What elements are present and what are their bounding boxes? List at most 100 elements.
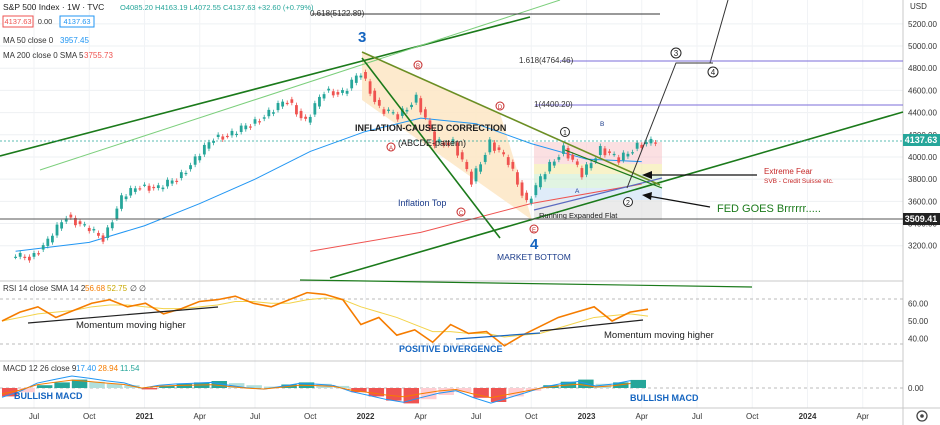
candle-body	[235, 133, 238, 136]
rsi-title: RSI 14 close SMA 14 2	[3, 284, 86, 293]
candle-body	[156, 185, 160, 189]
y-tick-label: 4000.00	[908, 153, 937, 162]
candle-body	[341, 90, 344, 93]
candle-body	[83, 224, 87, 226]
candle-body	[414, 94, 418, 103]
candle-body	[322, 94, 326, 99]
macd-bar	[19, 388, 35, 393]
macd-bar	[333, 385, 350, 388]
candle-body	[184, 172, 188, 175]
candle-body	[562, 145, 565, 154]
macd-bar	[263, 386, 280, 388]
macd-bar	[124, 385, 140, 388]
candle-body	[46, 238, 50, 246]
fib-lines	[0, 13, 903, 220]
candle-body	[442, 142, 446, 146]
fib-label-1: 1(4400.20)	[534, 100, 573, 109]
wave-circles: 1 2 3 4	[560, 47, 719, 207]
macd-bar	[211, 381, 227, 388]
candle-body	[479, 164, 483, 172]
signal-line	[1, 379, 631, 399]
candle-body	[377, 99, 381, 106]
settings-gear-icon[interactable]	[916, 410, 928, 422]
x-tick-label: Apr	[415, 412, 428, 421]
x-tick-label: 2022	[357, 412, 375, 421]
macd-line	[1, 375, 631, 404]
candle-body	[120, 195, 123, 209]
candle-body	[359, 75, 363, 78]
candle-body	[631, 152, 634, 154]
candle-body	[60, 222, 64, 229]
price-box-mid: 0.00	[38, 17, 53, 26]
candle-body	[248, 126, 252, 128]
macd-bar	[89, 381, 105, 388]
rsi-extra-1: ∅	[130, 284, 137, 293]
rsi-line	[1, 291, 649, 347]
y-axis-unit: USD	[910, 2, 927, 11]
ma50-value: 3957.45	[60, 36, 89, 45]
rsi-ma-line	[1, 297, 649, 338]
candle-body	[433, 131, 436, 146]
candle-body	[304, 116, 308, 119]
circle-3: 3	[674, 49, 679, 58]
fib-label-1618: 1.618(4764.46)	[519, 56, 574, 65]
candle-body	[419, 98, 423, 113]
macd-bar	[228, 383, 245, 388]
y-tick-label: 5000.00	[908, 42, 937, 51]
candle-body	[239, 125, 243, 133]
x-tick-label: Oct	[304, 412, 317, 421]
candle-body	[525, 192, 529, 201]
last-price-label: 4137.63	[905, 135, 938, 145]
flat-label: Running Expanded Flat	[539, 211, 618, 220]
candle-body	[557, 157, 561, 160]
candle-body	[511, 161, 515, 169]
candle-body	[396, 114, 400, 120]
candle-body	[585, 164, 588, 175]
candle-body	[147, 185, 151, 191]
macd-bar	[438, 388, 454, 395]
candle-body	[644, 142, 648, 145]
candle-body	[506, 157, 510, 165]
candle-body	[18, 252, 22, 257]
flat-b: B	[600, 121, 604, 128]
candle-body	[143, 184, 146, 186]
wedge-markers: A B C D E	[386, 60, 539, 234]
circle-1: 1	[563, 130, 567, 137]
price-label-last: 4137.63	[903, 134, 940, 146]
macd-bar	[54, 382, 70, 388]
candle-body	[621, 152, 625, 161]
candle-body	[290, 99, 294, 103]
legend-header: S&P 500 Index · 1W · TVC 4137.63 0.00 41…	[2, 2, 314, 60]
candle-body	[327, 88, 331, 91]
macd-bar	[421, 388, 437, 400]
fib-label-0618: 0.618(5122.89)	[310, 9, 365, 18]
macd-bar	[176, 383, 193, 388]
y-tick-label: 3600.00	[908, 197, 937, 206]
wave-4-label: 4	[530, 236, 539, 253]
candle-body	[37, 253, 41, 255]
macd-val-2: 28.94	[98, 364, 119, 373]
candle-body	[410, 104, 413, 108]
candle-body	[520, 182, 524, 196]
candle-body	[318, 96, 321, 107]
candle-body	[244, 125, 248, 130]
candle-body	[216, 134, 220, 137]
svb-label: SVB - Credit Suisse etc.	[764, 178, 834, 185]
candle-body	[548, 161, 552, 172]
candle-body	[299, 110, 303, 119]
macd-pane	[0, 375, 903, 404]
macd-bar	[490, 388, 507, 402]
rsi-note-right: Momentum moving higher	[604, 330, 714, 341]
ma200-value: 3755.73	[84, 51, 113, 60]
wedge-c: C	[459, 211, 464, 217]
candle-body	[594, 158, 598, 162]
inflation-top-label: Inflation Top	[398, 198, 446, 208]
candle-body	[272, 112, 275, 114]
candle-body	[654, 142, 657, 144]
candle-body	[64, 218, 68, 222]
macd-bar	[141, 388, 158, 390]
candle-body	[493, 142, 496, 151]
macd-bar	[159, 385, 175, 388]
x-tick-label: Apr	[194, 412, 207, 421]
